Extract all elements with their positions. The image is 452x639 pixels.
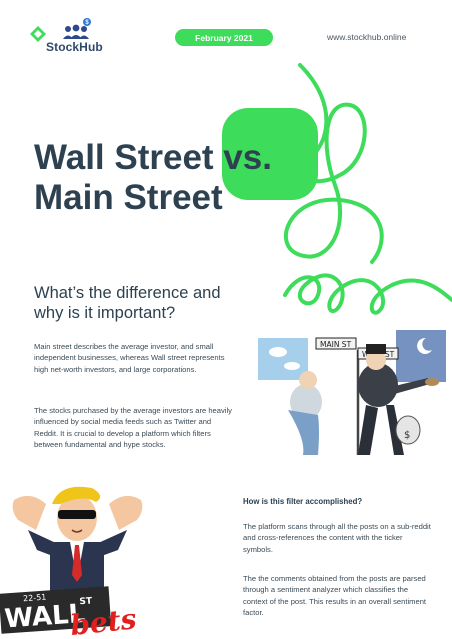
svg-text:$: $ [85,20,89,26]
sign-number: 22-51 [23,593,47,604]
stockhub-logo[interactable]: $ StockHub [30,18,120,54]
date-badge: February 2021 [175,29,273,46]
page-title: Wall Street vs. Main Street [34,138,272,218]
diamond-icon [30,26,46,42]
intro-paragraph-2: The stocks purchased by the average inve… [34,406,232,449]
wall-vs-main-street-cartoon: MAIN ST WALL ST $ [258,330,446,455]
sign-st: ST [79,596,93,607]
svg-text:$: $ [404,430,410,441]
sign-main-st: MAIN ST [320,340,352,349]
filter-heading: How is this filter accomplished? [243,497,363,506]
wallstreetbets-logo: 22-51 WALL ST bets [0,486,143,639]
website-link[interactable]: www.stockhub.online [327,32,407,42]
title-line-2: Main Street [34,178,223,217]
intro-paragraph-1: Main street describes the average invest… [34,342,225,374]
subtitle: What’s the difference and why is it impo… [34,284,221,322]
filter-paragraph-2: The the comments obtained from the posts… [243,574,427,617]
swirl-line-top [283,63,384,264]
brand-name: StockHub [46,40,103,54]
filter-paragraph-1: The platform scans through all the posts… [243,522,431,554]
sign-wall: WALL [3,599,86,635]
bets-script: bets [69,602,138,639]
swirl-line-bottom [283,273,452,315]
title-line-1: Wall Street vs. [34,138,272,177]
people-dollar-icon: $ [63,18,91,39]
